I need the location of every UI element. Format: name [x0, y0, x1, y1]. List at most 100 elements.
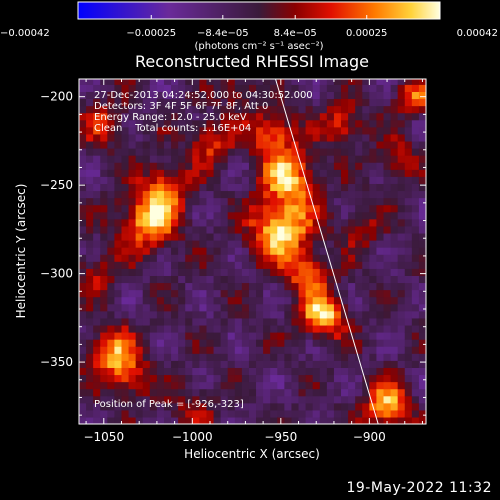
heatmap-cell: [248, 317, 257, 326]
heatmap-cell: [333, 197, 342, 206]
heatmap-cell: [341, 91, 349, 100]
heatmap-cell: [397, 133, 406, 142]
heatmap-cell: [86, 261, 94, 269]
heatmap-cell: [411, 254, 420, 262]
heatmap-cell: [171, 218, 179, 227]
heatmap-cell: [355, 183, 363, 192]
heatmap-cell: [213, 254, 222, 262]
heatmap-cell: [362, 346, 370, 354]
heatmap-cell: [206, 416, 215, 424]
heatmap-cell: [277, 296, 285, 305]
heatmap-cell: [79, 190, 87, 199]
heatmap-cell: [100, 211, 108, 220]
heatmap-cell: [277, 303, 285, 312]
heatmap-cell: [390, 183, 399, 192]
heatmap-cell: [156, 218, 165, 227]
heatmap-cell: [199, 133, 208, 142]
heatmap-cell: [418, 148, 426, 156]
heatmap-cell: [263, 289, 271, 298]
heatmap-cell: [263, 218, 271, 227]
heatmap-cell: [199, 91, 208, 100]
heatmap-cell: [178, 254, 186, 262]
heatmap-cell: [418, 126, 426, 135]
heatmap-cell: [114, 190, 123, 199]
heatmap-cell: [142, 140, 151, 149]
heatmap-cell: [213, 402, 222, 411]
heatmap-cell: [319, 133, 328, 142]
heatmap-cell: [263, 296, 271, 305]
heatmap-cell: [369, 126, 378, 135]
heatmap-cell: [213, 303, 222, 312]
x-tick-label: −950: [264, 430, 297, 444]
heatmap-cell: [163, 346, 172, 354]
heatmap-cell: [86, 140, 94, 149]
heatmap-cell: [305, 112, 314, 121]
heatmap-cell: [171, 126, 179, 135]
heatmap-cell: [213, 296, 222, 305]
heatmap-cell: [192, 367, 200, 376]
heatmap-cell: [270, 353, 278, 361]
heatmap-cell: [312, 367, 321, 376]
heatmap-cell: [348, 353, 356, 361]
heatmap-cell: [256, 381, 264, 390]
heatmap-cell: [220, 162, 229, 170]
heatmap-cell: [355, 79, 363, 85]
heatmap-cell: [305, 232, 314, 241]
heatmap-cell: [319, 346, 328, 354]
heatmap-cell: [369, 381, 378, 390]
heatmap-cell: [220, 360, 229, 368]
heatmap-cell: [192, 190, 200, 199]
heatmap-cell: [277, 155, 285, 163]
heatmap-cell: [305, 169, 314, 177]
heatmap-cell: [397, 310, 406, 319]
heatmap-cell: [341, 148, 349, 156]
heatmap-cell: [114, 254, 123, 262]
heatmap-cell: [213, 197, 222, 206]
heatmap-cell: [149, 119, 158, 128]
heatmap-cell: [277, 339, 285, 347]
heatmap-cell: [291, 268, 300, 276]
heatmap-cell: [185, 169, 193, 177]
heatmap-cell: [206, 183, 215, 192]
colorbar-gradient: [77, 1, 441, 20]
heatmap-cell: [326, 190, 335, 199]
heatmap-cell: [121, 388, 130, 397]
heatmap-cell: [256, 79, 264, 85]
heatmap-cell: [326, 140, 335, 149]
heatmap-cell: [142, 332, 151, 340]
heatmap-cell: [341, 324, 349, 333]
heatmap-cell: [341, 79, 349, 85]
heatmap-cell: [355, 409, 363, 418]
heatmap-cell: [333, 112, 342, 121]
heatmap-cell: [312, 254, 321, 262]
heatmap-cell: [376, 374, 385, 383]
heatmap-cell: [319, 275, 328, 284]
heatmap-cell: [241, 162, 250, 170]
heatmap-cell: [256, 346, 264, 354]
heatmap-cell: [192, 183, 200, 192]
heatmap-cell: [277, 119, 285, 128]
heatmap-cell: [241, 409, 250, 418]
heatmap-cell: [142, 367, 151, 376]
heatmap-cell: [206, 296, 215, 305]
heatmap-cell: [163, 289, 172, 298]
heatmap-cell: [411, 119, 420, 128]
heatmap-cell: [355, 218, 363, 227]
heatmap-cell: [376, 84, 385, 92]
heatmap-cell: [256, 140, 264, 149]
heatmap-cell: [241, 275, 250, 284]
heatmap-cell: [333, 254, 342, 262]
heatmap-cell: [199, 317, 208, 326]
heatmap-cell: [135, 126, 144, 135]
heatmap-cell: [362, 409, 370, 418]
heatmap-cell: [114, 126, 123, 135]
heatmap-cell: [341, 218, 349, 227]
heatmap-cell: [163, 296, 172, 305]
heatmap-cell: [171, 91, 179, 100]
heatmap-cell: [185, 155, 193, 163]
heatmap-cell: [291, 148, 300, 156]
heatmap-cell: [100, 317, 108, 326]
heatmap-cell: [100, 353, 108, 361]
heatmap-cell: [333, 169, 342, 177]
solar-limb-line: [275, 79, 379, 424]
